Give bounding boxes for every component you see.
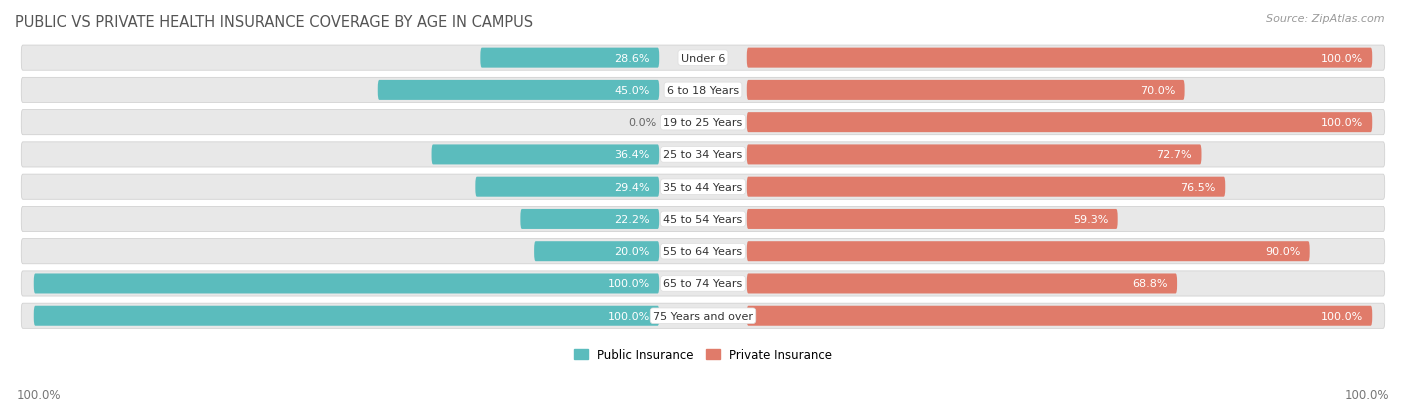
FancyBboxPatch shape <box>21 175 1385 200</box>
FancyBboxPatch shape <box>21 271 1385 297</box>
Text: 0.0%: 0.0% <box>628 118 657 128</box>
Text: 36.4%: 36.4% <box>614 150 650 160</box>
Text: Source: ZipAtlas.com: Source: ZipAtlas.com <box>1267 14 1385 24</box>
Text: 100.0%: 100.0% <box>1344 388 1389 401</box>
FancyBboxPatch shape <box>21 239 1385 264</box>
Text: 55 to 64 Years: 55 to 64 Years <box>664 247 742 256</box>
FancyBboxPatch shape <box>481 48 659 69</box>
Text: 90.0%: 90.0% <box>1265 247 1301 256</box>
Text: 28.6%: 28.6% <box>614 54 650 64</box>
Text: 76.5%: 76.5% <box>1181 182 1216 192</box>
Text: 45.0%: 45.0% <box>614 85 650 96</box>
FancyBboxPatch shape <box>21 207 1385 232</box>
Text: 22.2%: 22.2% <box>614 214 650 224</box>
Text: PUBLIC VS PRIVATE HEALTH INSURANCE COVERAGE BY AGE IN CAMPUS: PUBLIC VS PRIVATE HEALTH INSURANCE COVER… <box>15 15 533 30</box>
Text: 6 to 18 Years: 6 to 18 Years <box>666 85 740 96</box>
FancyBboxPatch shape <box>534 242 659 261</box>
Text: 25 to 34 Years: 25 to 34 Years <box>664 150 742 160</box>
FancyBboxPatch shape <box>21 110 1385 135</box>
FancyBboxPatch shape <box>747 306 1372 326</box>
FancyBboxPatch shape <box>475 177 659 197</box>
FancyBboxPatch shape <box>21 46 1385 71</box>
FancyBboxPatch shape <box>34 274 659 294</box>
Text: 75 Years and over: 75 Years and over <box>652 311 754 321</box>
FancyBboxPatch shape <box>747 113 1372 133</box>
Text: 29.4%: 29.4% <box>614 182 650 192</box>
FancyBboxPatch shape <box>747 81 1185 101</box>
FancyBboxPatch shape <box>747 242 1310 261</box>
Text: 100.0%: 100.0% <box>607 311 650 321</box>
Text: 45 to 54 Years: 45 to 54 Years <box>664 214 742 224</box>
FancyBboxPatch shape <box>432 145 659 165</box>
FancyBboxPatch shape <box>747 274 1177 294</box>
FancyBboxPatch shape <box>34 306 659 326</box>
Text: 100.0%: 100.0% <box>1320 118 1362 128</box>
FancyBboxPatch shape <box>378 81 659 101</box>
FancyBboxPatch shape <box>747 177 1225 197</box>
FancyBboxPatch shape <box>520 209 659 229</box>
Text: 19 to 25 Years: 19 to 25 Years <box>664 118 742 128</box>
Text: 68.8%: 68.8% <box>1132 279 1168 289</box>
FancyBboxPatch shape <box>21 142 1385 168</box>
Text: 65 to 74 Years: 65 to 74 Years <box>664 279 742 289</box>
Text: 20.0%: 20.0% <box>614 247 650 256</box>
Text: 100.0%: 100.0% <box>607 279 650 289</box>
Text: 70.0%: 70.0% <box>1140 85 1175 96</box>
Text: 100.0%: 100.0% <box>1320 311 1362 321</box>
Legend: Public Insurance, Private Insurance: Public Insurance, Private Insurance <box>569 344 837 366</box>
Text: 35 to 44 Years: 35 to 44 Years <box>664 182 742 192</box>
FancyBboxPatch shape <box>21 78 1385 103</box>
Text: 100.0%: 100.0% <box>1320 54 1362 64</box>
Text: 72.7%: 72.7% <box>1157 150 1192 160</box>
Text: 100.0%: 100.0% <box>17 388 62 401</box>
FancyBboxPatch shape <box>747 209 1118 229</box>
FancyBboxPatch shape <box>747 48 1372 69</box>
FancyBboxPatch shape <box>21 304 1385 328</box>
FancyBboxPatch shape <box>747 145 1202 165</box>
Text: Under 6: Under 6 <box>681 54 725 64</box>
Text: 59.3%: 59.3% <box>1073 214 1108 224</box>
